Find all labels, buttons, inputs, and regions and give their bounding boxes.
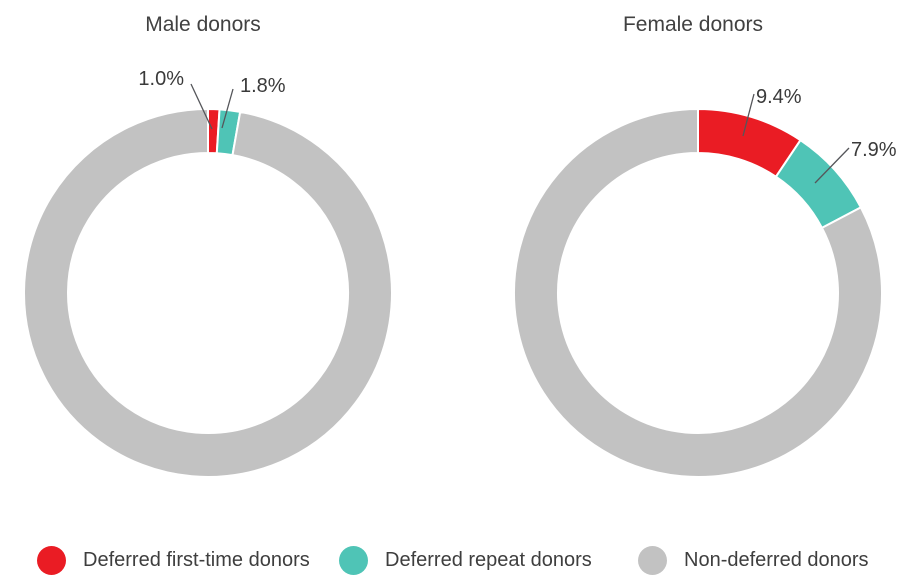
male-donut-chart (23, 107, 393, 478)
legend-item-non-deferred: Non-deferred donors (638, 545, 869, 575)
female-repeat-pct-label: 7.9% (851, 139, 897, 161)
female-first-time-pct-label: 9.4% (756, 86, 802, 108)
legend-label: Non-deferred donors (684, 548, 869, 571)
gray-circle-icon (638, 545, 667, 575)
female-chart-title: Female donors (622, 13, 764, 36)
legend-item-deferred-repeat: Deferred repeat donors (339, 545, 592, 575)
male-first-time-pct-label: 1.0% (138, 68, 184, 90)
legend: Deferred first-time donors Deferred repe… (0, 545, 920, 575)
male-repeat-pct-label: 1.8% (240, 75, 286, 97)
donut-slice-non-deferred-donors (513, 107, 883, 478)
legend-label: Deferred first-time donors (83, 548, 310, 571)
female-donut-chart (513, 107, 883, 478)
red-circle-icon (37, 545, 66, 575)
legend-label: Deferred repeat donors (385, 548, 592, 571)
legend-item-deferred-first-time: Deferred first-time donors (37, 545, 310, 575)
donut-slice-non-deferred-donors (23, 107, 393, 478)
male-chart-title: Male donors (145, 13, 261, 36)
teal-circle-icon (339, 545, 368, 575)
